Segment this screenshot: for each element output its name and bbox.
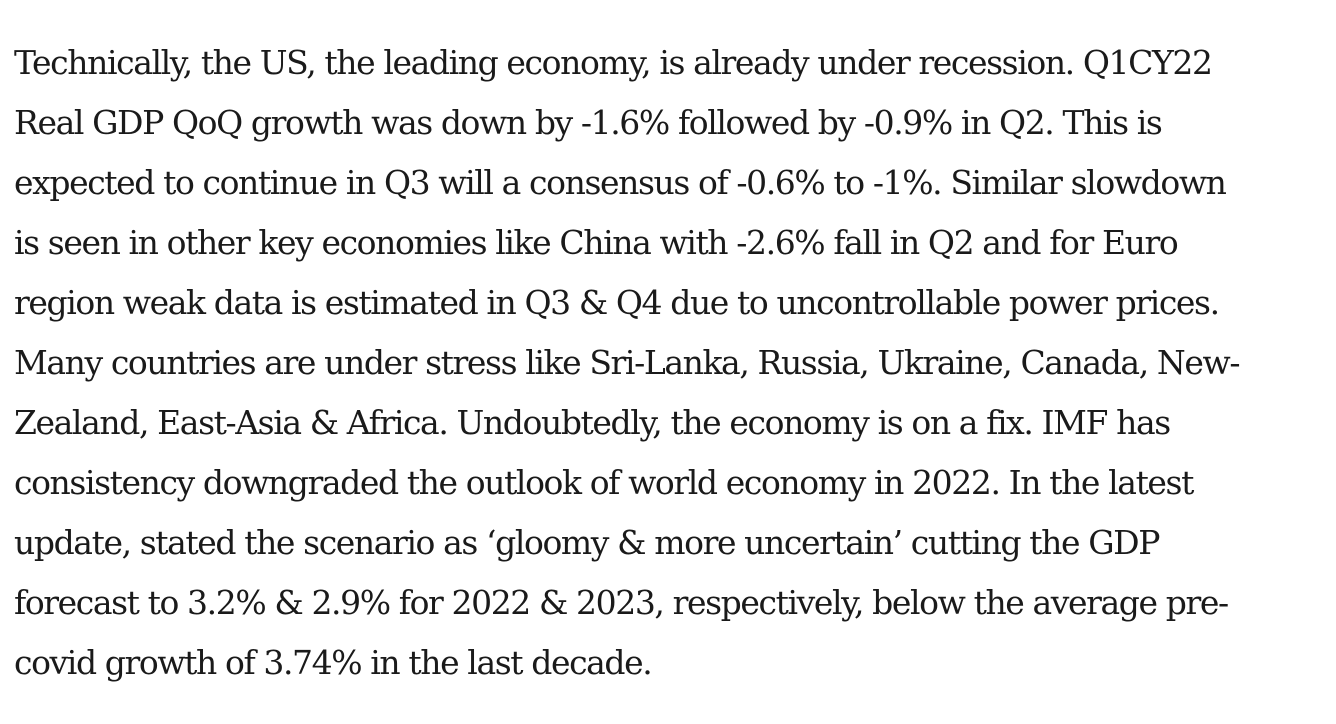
paragraph-line: Many countries are under stress like Sri… (14, 343, 1240, 382)
paragraph-line: Real GDP QoQ growth was down by -1.6% fo… (14, 103, 1163, 142)
paragraph-line: update, stated the scenario as ‘gloomy &… (14, 523, 1160, 562)
article-paragraph: Technically, the US, the leading economy… (14, 33, 1324, 693)
paragraph-line: is seen in other key economies like Chin… (14, 223, 1179, 262)
paragraph-line: Technically, the US, the leading economy… (14, 43, 1213, 82)
paragraph-line: forecast to 3.2% & 2.9% for 2022 & 2023,… (14, 583, 1229, 622)
paragraph-line: consistency downgraded the outlook of wo… (14, 463, 1194, 502)
paragraph-line: expected to continue in Q3 will a consen… (14, 163, 1227, 202)
paragraph-line: Zealand, East-Asia & Africa. Undoubtedly… (14, 403, 1171, 442)
paragraph-line: covid growth of 3.74% in the last decade… (14, 643, 653, 682)
paragraph-line: region weak data is estimated in Q3 & Q4… (14, 283, 1220, 322)
